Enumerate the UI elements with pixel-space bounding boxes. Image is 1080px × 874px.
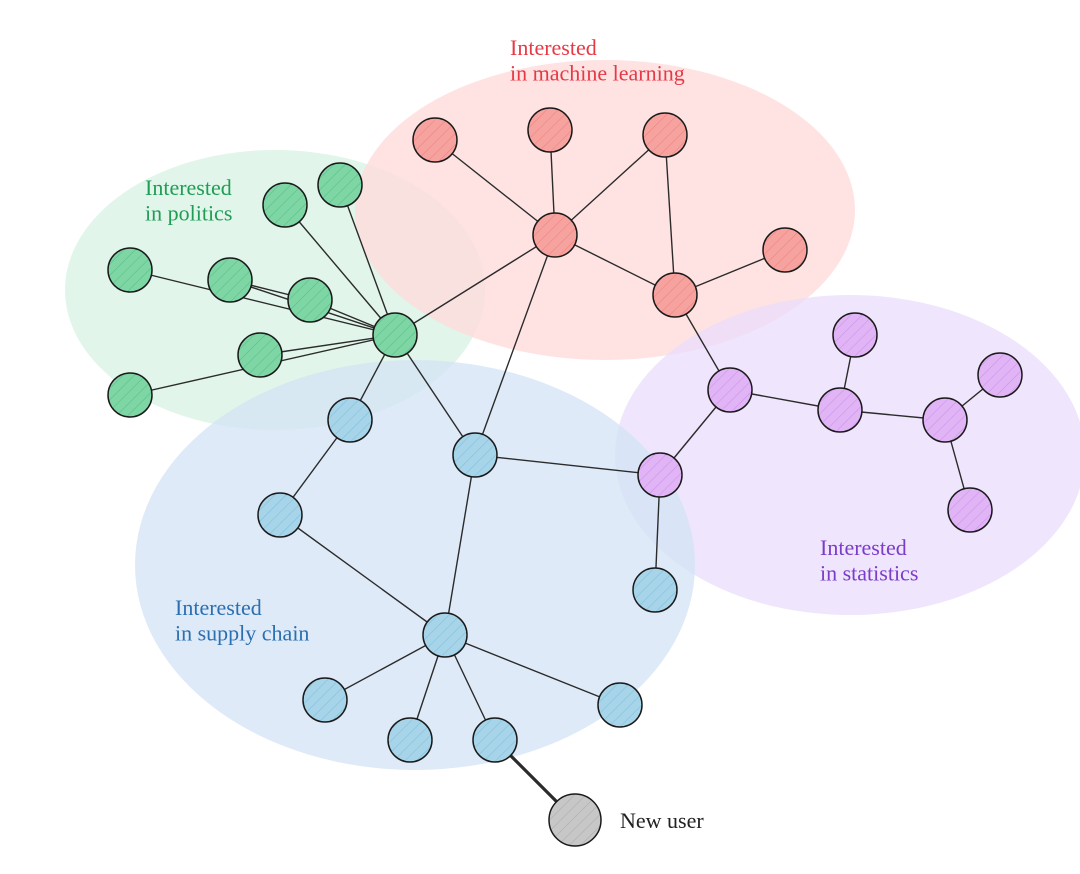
node-b7 xyxy=(473,718,517,762)
node-b6 xyxy=(388,718,432,762)
node-b5 xyxy=(303,678,347,722)
cluster-label-stats: Interestedin statistics xyxy=(820,535,918,585)
node-p3 xyxy=(833,313,877,357)
network-diagram: Interestedin politics Interestedin machin… xyxy=(0,0,1080,874)
node-g7 xyxy=(318,163,362,207)
node-r2 xyxy=(528,108,572,152)
node-g2 xyxy=(208,258,252,302)
node-r4 xyxy=(763,228,807,272)
node-b2 xyxy=(453,433,497,477)
node-g5 xyxy=(263,183,307,227)
node-p4 xyxy=(923,398,967,442)
node-g4 xyxy=(238,333,282,377)
node-new xyxy=(549,794,601,846)
new-user-label: New user xyxy=(620,808,704,833)
node-g6 xyxy=(288,278,332,322)
node-g3 xyxy=(108,373,152,417)
node-p7 xyxy=(638,453,682,497)
cluster-label-politics: Interestedin politics xyxy=(145,175,232,225)
node-b8 xyxy=(598,683,642,727)
node-b4 xyxy=(423,613,467,657)
node-r5 xyxy=(533,213,577,257)
node-p5 xyxy=(978,353,1022,397)
node-r3 xyxy=(643,113,687,157)
node-g1 xyxy=(108,248,152,292)
node-g8 xyxy=(373,313,417,357)
node-r1 xyxy=(413,118,457,162)
node-p2 xyxy=(818,388,862,432)
cluster-label-ml: Interestedin machine learning xyxy=(510,35,685,85)
node-b9 xyxy=(633,568,677,612)
node-p1 xyxy=(708,368,752,412)
node-r6 xyxy=(653,273,697,317)
node-b3 xyxy=(258,493,302,537)
node-p6 xyxy=(948,488,992,532)
node-b1 xyxy=(328,398,372,442)
